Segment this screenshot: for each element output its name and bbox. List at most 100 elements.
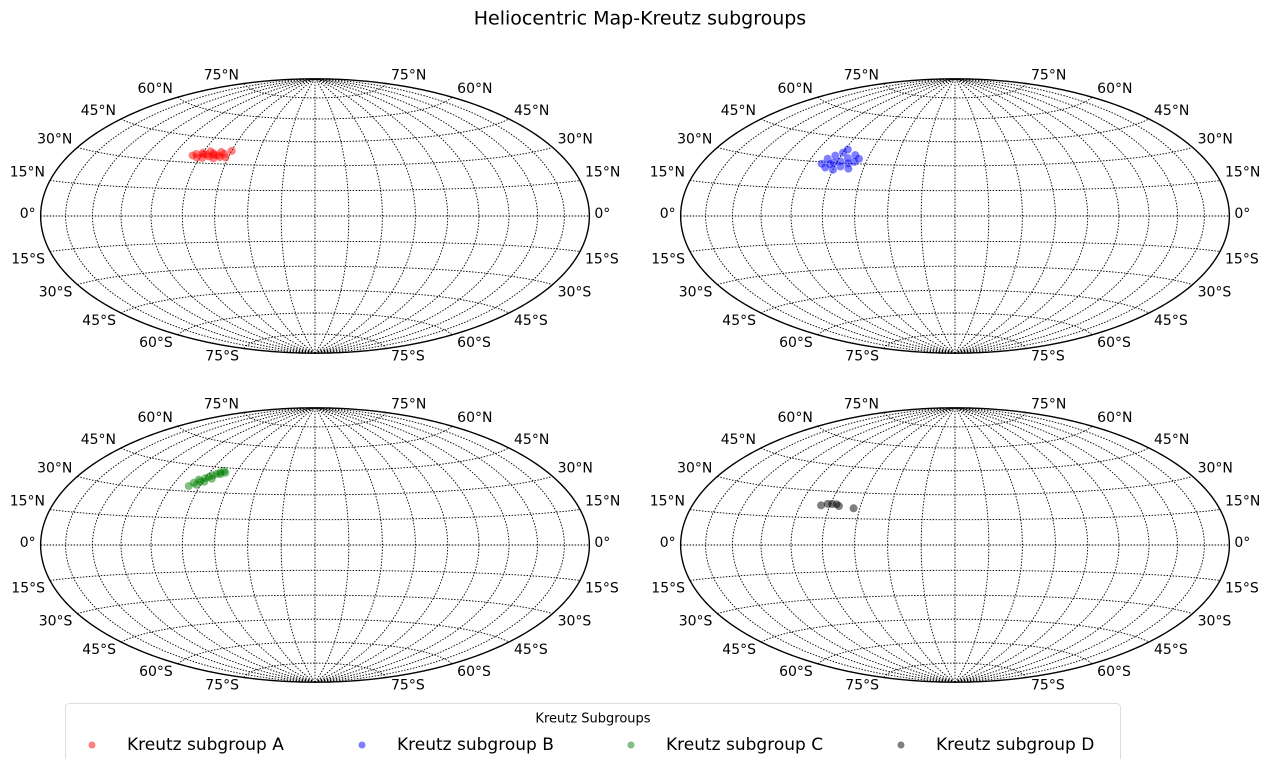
lat-label: 60°S xyxy=(139,664,173,680)
map-boundary xyxy=(679,407,1231,683)
lat-label: 45°N xyxy=(514,432,549,448)
legend-title: Kreutz Subgroups xyxy=(535,712,650,727)
lat-label: 30°S xyxy=(1198,614,1232,630)
lat-label: 30°S xyxy=(558,614,592,630)
lat-label: 45°N xyxy=(1154,432,1189,448)
parallel xyxy=(883,662,1027,678)
meridian xyxy=(214,78,316,354)
parallel xyxy=(243,412,387,428)
lat-label: 60°S xyxy=(1097,664,1131,680)
parallel xyxy=(817,96,1093,120)
lat-label: 15°S xyxy=(585,252,619,268)
lat-label: 45°S xyxy=(82,313,116,329)
lat-label: 45°S xyxy=(722,642,756,658)
lat-label: 15°N xyxy=(10,164,45,180)
lat-label: 75°S xyxy=(845,349,879,365)
lat-label: 75°S xyxy=(205,349,239,365)
lat-label: 15°S xyxy=(651,581,685,597)
lat-label: 0° xyxy=(660,535,676,551)
parallel xyxy=(243,662,387,678)
lat-label: 75°N xyxy=(391,67,426,83)
lat-label: 60°S xyxy=(779,664,813,680)
lat-label: 60°N xyxy=(138,81,173,97)
lat-label: 30°S xyxy=(679,614,713,630)
lat-label: 45°S xyxy=(1154,313,1188,329)
meridian xyxy=(954,78,1089,354)
lat-label: 45°N xyxy=(721,103,756,119)
lat-label: 60°S xyxy=(139,335,173,351)
meridian xyxy=(954,78,1179,354)
meridian xyxy=(954,78,1023,354)
lat-label: 60°N xyxy=(1097,410,1132,426)
point xyxy=(834,502,843,511)
lat-label: 60°S xyxy=(457,664,491,680)
meridian xyxy=(314,78,416,354)
parallel xyxy=(77,265,553,286)
lat-label: 15°N xyxy=(1225,164,1260,180)
lat-label: 30°N xyxy=(37,131,72,147)
lat-label: 75°S xyxy=(845,678,879,694)
lat-label: 30°N xyxy=(677,131,712,147)
lat-label: 30°S xyxy=(679,285,713,301)
lat-label: 30°N xyxy=(1198,131,1233,147)
lat-label: 15°N xyxy=(585,164,620,180)
legend-marker xyxy=(358,741,366,749)
lat-label: 15°N xyxy=(1225,493,1260,509)
meridian xyxy=(314,407,539,683)
lat-label: 0° xyxy=(20,535,36,551)
meridian xyxy=(314,78,383,354)
parallel xyxy=(120,447,510,472)
meridian xyxy=(954,407,1179,683)
meridian xyxy=(247,407,316,683)
point xyxy=(209,151,218,160)
parallel xyxy=(717,265,1193,286)
point xyxy=(200,477,209,486)
lat-label: 15°N xyxy=(585,493,620,509)
lat-label: 75°S xyxy=(1031,678,1065,694)
lat-label: 30°N xyxy=(37,460,72,476)
lat-label: 15°N xyxy=(650,493,685,509)
legend-box xyxy=(65,703,1121,759)
meridian xyxy=(920,407,956,683)
parallel xyxy=(77,594,553,615)
lat-label: 0° xyxy=(660,206,676,222)
meridian xyxy=(887,78,956,354)
meridian xyxy=(314,78,539,354)
lat-label: 45°S xyxy=(514,313,548,329)
parallel xyxy=(717,594,1193,615)
parallel xyxy=(177,312,453,336)
meridian xyxy=(314,78,480,354)
meridian xyxy=(314,407,480,683)
legend-label: Kreutz subgroup A xyxy=(127,735,284,755)
parallel xyxy=(760,618,1150,643)
meridian xyxy=(887,407,956,683)
lat-label: 45°N xyxy=(1154,103,1189,119)
parallel xyxy=(120,618,510,643)
lat-label: 30°S xyxy=(39,285,73,301)
figure-title: Heliocentric Map-Kreutz subgroups xyxy=(474,8,806,30)
lat-label: 60°N xyxy=(457,81,492,97)
lat-label: 60°N xyxy=(778,81,813,97)
parallel xyxy=(120,289,510,314)
point xyxy=(216,470,225,479)
lat-label: 15°N xyxy=(650,164,685,180)
lat-label: 30°S xyxy=(558,285,592,301)
lat-label: 75°S xyxy=(1031,349,1065,365)
meridian xyxy=(247,78,316,354)
meridian xyxy=(280,78,316,354)
meridian xyxy=(954,78,1056,354)
legend-label: Kreutz subgroup C xyxy=(666,735,823,755)
lat-label: 60°N xyxy=(778,410,813,426)
lat-label: 30°S xyxy=(1198,285,1232,301)
parallel xyxy=(883,412,1027,428)
legend-marker xyxy=(897,741,905,749)
lat-label: 60°N xyxy=(1097,81,1132,97)
parallel xyxy=(689,180,1221,192)
point xyxy=(192,149,201,158)
parallel xyxy=(177,425,453,449)
parallel xyxy=(717,146,1193,167)
lat-label: 75°S xyxy=(391,349,425,365)
parallel xyxy=(120,118,510,143)
